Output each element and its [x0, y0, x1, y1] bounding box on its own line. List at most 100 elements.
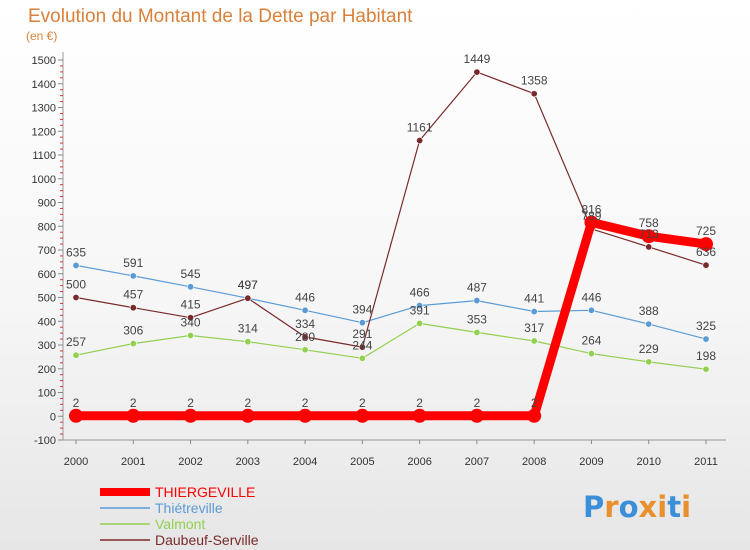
data-point — [530, 308, 538, 316]
legend-label: THIERGEVILLE — [155, 484, 255, 500]
data-label: 545 — [181, 267, 201, 281]
data-point — [72, 293, 80, 301]
series-line — [75, 322, 707, 370]
data-point — [699, 237, 713, 252]
data-point — [126, 408, 141, 423]
data-point — [416, 302, 424, 310]
data-label: 487 — [467, 281, 487, 295]
data-point — [473, 328, 481, 336]
series-valmont — [72, 319, 710, 373]
data-label: 1161 — [407, 121, 433, 135]
data-point — [301, 346, 309, 354]
data-label: 466 — [410, 286, 430, 300]
data-point — [244, 338, 252, 346]
data-point — [587, 306, 595, 314]
proxiti-logo: Proxiti — [583, 490, 691, 524]
series-lines — [69, 68, 713, 423]
data-label: 334 — [295, 317, 315, 331]
data-point — [187, 331, 195, 339]
y-tick-label: 1000 — [32, 174, 56, 186]
data-point — [527, 408, 542, 423]
data-label: 500 — [66, 278, 86, 292]
data-label: 457 — [123, 288, 143, 302]
x-tick-label: 2009 — [579, 456, 603, 468]
logo-letter: x — [639, 490, 658, 524]
data-point — [641, 229, 656, 244]
x-tick-label: 2000 — [64, 456, 88, 468]
data-label: 725 — [696, 224, 716, 238]
data-label: 244 — [352, 338, 372, 352]
data-point — [358, 343, 366, 351]
x-tick-label: 2003 — [236, 456, 260, 468]
data-label: 497 — [238, 278, 258, 292]
data-label: 291 — [352, 327, 372, 341]
x-tick-label: 2001 — [121, 456, 145, 468]
data-label: 306 — [123, 324, 143, 338]
data-label: 317 — [524, 321, 544, 335]
y-tick-label: 1100 — [32, 150, 56, 162]
y-tick-label: 800 — [38, 221, 56, 233]
data-label: 198 — [696, 349, 716, 363]
data-label: 758 — [639, 216, 659, 230]
legend-item: THIERGEVILLE — [100, 484, 255, 500]
data-label: 415 — [181, 298, 201, 312]
legend-label: Thiétreville — [155, 500, 223, 516]
legend: THIERGEVILLEThiétrevilleValmontDaubeuf-S… — [100, 484, 259, 548]
data-label: 2 — [416, 396, 423, 410]
data-label: 314 — [238, 322, 258, 336]
data-label: 2 — [130, 396, 137, 410]
legend-item: Valmont — [100, 516, 205, 532]
y-tick-label: 100 — [38, 388, 56, 400]
logo-letter: r — [604, 490, 619, 524]
x-tick-label: 2006 — [407, 456, 431, 468]
data-point — [416, 137, 424, 145]
logo-letter: i — [681, 490, 691, 524]
data-point — [702, 261, 710, 269]
data-label: 2 — [73, 396, 80, 410]
data-point — [301, 333, 309, 341]
proxiti-logo-text: Proxiti — [583, 490, 691, 524]
data-label: 816 — [581, 202, 601, 216]
data-point — [645, 358, 653, 366]
data-point — [584, 215, 599, 230]
logo-letter: t — [667, 490, 681, 524]
data-point — [129, 304, 137, 312]
data-point — [473, 297, 481, 305]
chart-title: Evolution du Montant de la Dette par Hab… — [28, 6, 413, 27]
data-label: 1358 — [521, 74, 548, 88]
logo-letter: P — [583, 490, 604, 524]
data-label: 229 — [639, 342, 659, 356]
data-label: 257 — [66, 335, 86, 349]
data-point — [187, 283, 195, 291]
x-tick-label: 2007 — [465, 456, 489, 468]
data-label: 280 — [295, 330, 315, 344]
data-point — [358, 354, 366, 362]
data-label: 713 — [639, 227, 659, 241]
data-point — [358, 319, 366, 327]
data-label: 789 — [581, 209, 601, 223]
y-tick-label: 500 — [38, 293, 56, 305]
data-point — [587, 350, 595, 358]
y-tick-label: 1500 — [32, 55, 56, 67]
chart-subtitle: (en €) — [26, 29, 57, 43]
data-point — [530, 337, 538, 345]
y-tick-label: 1400 — [32, 79, 56, 91]
data-point — [412, 408, 427, 423]
data-point — [187, 314, 195, 322]
legend-item: Thiétreville — [100, 500, 223, 516]
data-label: 340 — [181, 316, 201, 330]
y-tick-label: 200 — [38, 364, 56, 376]
data-label: 2 — [244, 396, 251, 410]
data-label: 264 — [581, 334, 601, 348]
legend-label: Valmont — [155, 516, 205, 532]
data-label: 325 — [696, 319, 716, 333]
y-tick-label: 300 — [38, 340, 56, 352]
logo-letter: o — [619, 490, 639, 524]
series-line — [71, 217, 711, 421]
data-point — [183, 408, 198, 423]
series-line — [75, 71, 707, 348]
y-tick-label: 1300 — [32, 103, 56, 115]
axes: -100 0 100 200 300 400 500 600 700 800 900 1000 1100… — [32, 52, 726, 468]
data-point — [129, 340, 137, 348]
